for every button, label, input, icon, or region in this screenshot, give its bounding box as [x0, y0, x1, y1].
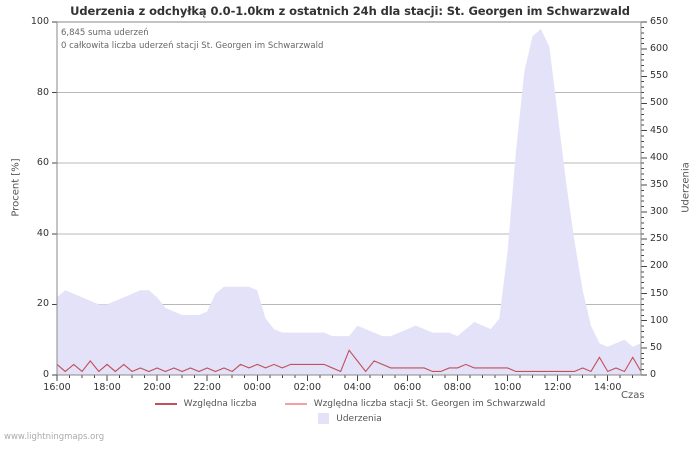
- annotation-total-strikes: 6,845 suma uderzeń: [61, 28, 149, 38]
- y-axis-left-tick-1: 20: [36, 298, 49, 310]
- y-axis-left-tick-4: 80: [36, 86, 49, 98]
- x-axis-tick-6: 04:00: [343, 382, 372, 393]
- x-axis-tick-11: 14:00: [594, 382, 622, 393]
- x-axis-tick-5: 02:00: [293, 382, 321, 393]
- legend-line-swatch-0: [154, 402, 177, 405]
- legend-item-2[interactable]: Uderzenia: [318, 413, 382, 424]
- x-axis-tick-4: 00:00: [243, 382, 271, 393]
- y-axis-right-tick-4: 200: [650, 260, 669, 272]
- x-axis-tick-3: 22:00: [193, 382, 221, 393]
- x-axis-tick-10: 12:00: [543, 382, 572, 393]
- y-axis-left-tick-5: 100: [30, 16, 49, 27]
- watermark-text: www.lightningmaps.org: [4, 432, 105, 442]
- chart-title: Uderzenia z odchyłką 0.0-1.0km z ostatni…: [70, 4, 630, 18]
- x-axis-tick-1: 18:00: [93, 382, 121, 393]
- legend-label-2: Uderzenia: [336, 413, 382, 424]
- legend-row-secondary: Uderzenia: [0, 411, 700, 426]
- y-axis-right-tick-3: 150: [650, 287, 669, 299]
- legend-area-swatch-2: [318, 413, 330, 424]
- x-axis-tick-9: 10:00: [493, 382, 522, 393]
- y-axis-right-tick-10: 500: [650, 97, 669, 109]
- y-axis-right-tick-5: 250: [650, 233, 669, 245]
- plot-frame: [56, 21, 642, 376]
- y-axis-right-tick-0: 0: [650, 369, 657, 380]
- area-series-uderzenia: [57, 29, 641, 376]
- y-axis-right-tick-12: 600: [650, 43, 669, 55]
- x-axis-tick-7: 06:00: [393, 382, 422, 393]
- y-axis-right-tick-1: 50: [650, 341, 663, 353]
- x-axis-tick-2: 20:00: [143, 382, 171, 393]
- y-axis-right-tick-9: 450: [650, 124, 669, 136]
- y-axis-left-tick-2: 40: [36, 227, 49, 239]
- y-axis-right-tick-13: 650: [650, 16, 669, 27]
- legend-row-primary: Względna liczba Względna liczba stacji St…: [0, 396, 700, 411]
- legend-line-swatch-1: [284, 402, 307, 405]
- y-axis-left-tick-3: 60: [36, 157, 49, 169]
- legend-item-1[interactable]: Względna liczba stacji St. Georgen im Sc…: [284, 398, 546, 409]
- y-axis-right-tick-8: 400: [650, 151, 669, 163]
- y-axis-left-tick-0: 0: [42, 369, 49, 380]
- x-axis-tick-0: 16:00: [43, 382, 71, 393]
- annotation-station-strikes: 0 całkowita liczba uderzeń stacji St. Ge…: [61, 41, 324, 51]
- y-axis-right-tick-2: 100: [650, 314, 669, 326]
- legend-item-0[interactable]: Względna liczba: [154, 398, 257, 409]
- legend-label-0: Względna liczba: [183, 398, 257, 409]
- chart-legend: Względna liczba Względna liczba stacji St…: [0, 396, 700, 426]
- x-axis-label: Czas: [621, 390, 645, 401]
- y-axis-right-tick-11: 550: [650, 70, 669, 82]
- legend-label-1: Względna liczba stacji St. Georgen im Sc…: [313, 398, 546, 409]
- y-axis-right-tick-7: 350: [650, 178, 669, 190]
- y-axis-right-tick-6: 300: [650, 206, 669, 218]
- x-axis-tick-8: 08:00: [443, 382, 472, 393]
